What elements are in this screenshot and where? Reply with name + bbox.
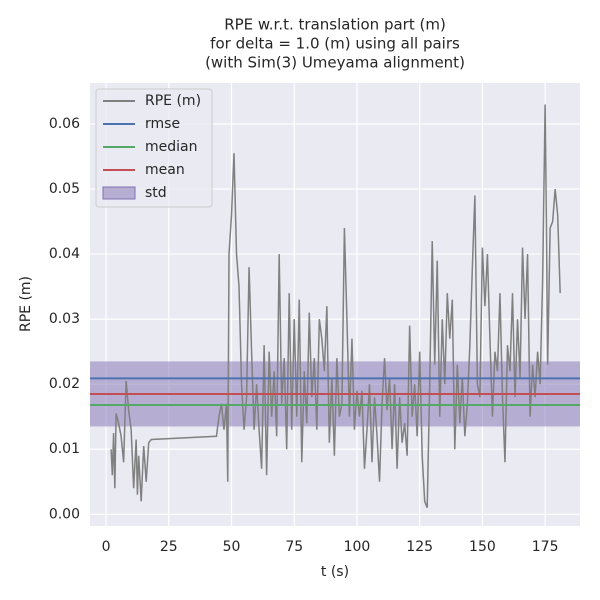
x-tick-label: 50 <box>223 539 241 555</box>
legend: RPE (m) rmse median mean std <box>95 88 213 208</box>
y-tick-label: 0.04 <box>49 246 80 262</box>
y-tick-label: 0.00 <box>49 506 80 522</box>
x-tick-label: 75 <box>285 539 303 555</box>
y-tick-label: 0.05 <box>49 181 80 197</box>
legend-handle <box>102 186 136 200</box>
y-tick-label: 0.02 <box>49 376 80 392</box>
legend-box <box>95 88 213 208</box>
x-tick-label: 0 <box>102 539 111 555</box>
x-tick-label: 150 <box>469 539 496 555</box>
y-axis-label: RPE (m) <box>18 276 34 332</box>
x-axis-label: t (s) <box>321 564 349 580</box>
legend-label: median <box>145 139 197 155</box>
y-tick-label: 0.03 <box>49 311 80 327</box>
x-tick-label: 25 <box>160 539 178 555</box>
chart-title: for delta = 1.0 (m) using all pairs <box>210 35 460 53</box>
legend-label: RPE (m) <box>145 93 201 109</box>
chart-title: RPE w.r.t. translation part (m) <box>224 16 446 34</box>
legend-label: std <box>145 185 167 201</box>
x-tick-label: 125 <box>406 539 433 555</box>
x-tick-label: 100 <box>344 539 371 555</box>
rpe-line <box>110 104 561 509</box>
x-tick-label: 175 <box>532 539 559 555</box>
y-tick-label: 0.06 <box>49 116 80 132</box>
y-tick-label: 0.01 <box>49 441 80 457</box>
chart-title: (with Sim(3) Umeyama alignment) <box>205 54 465 72</box>
legend-label: mean <box>145 162 185 178</box>
legend-label: rmse <box>145 116 180 132</box>
